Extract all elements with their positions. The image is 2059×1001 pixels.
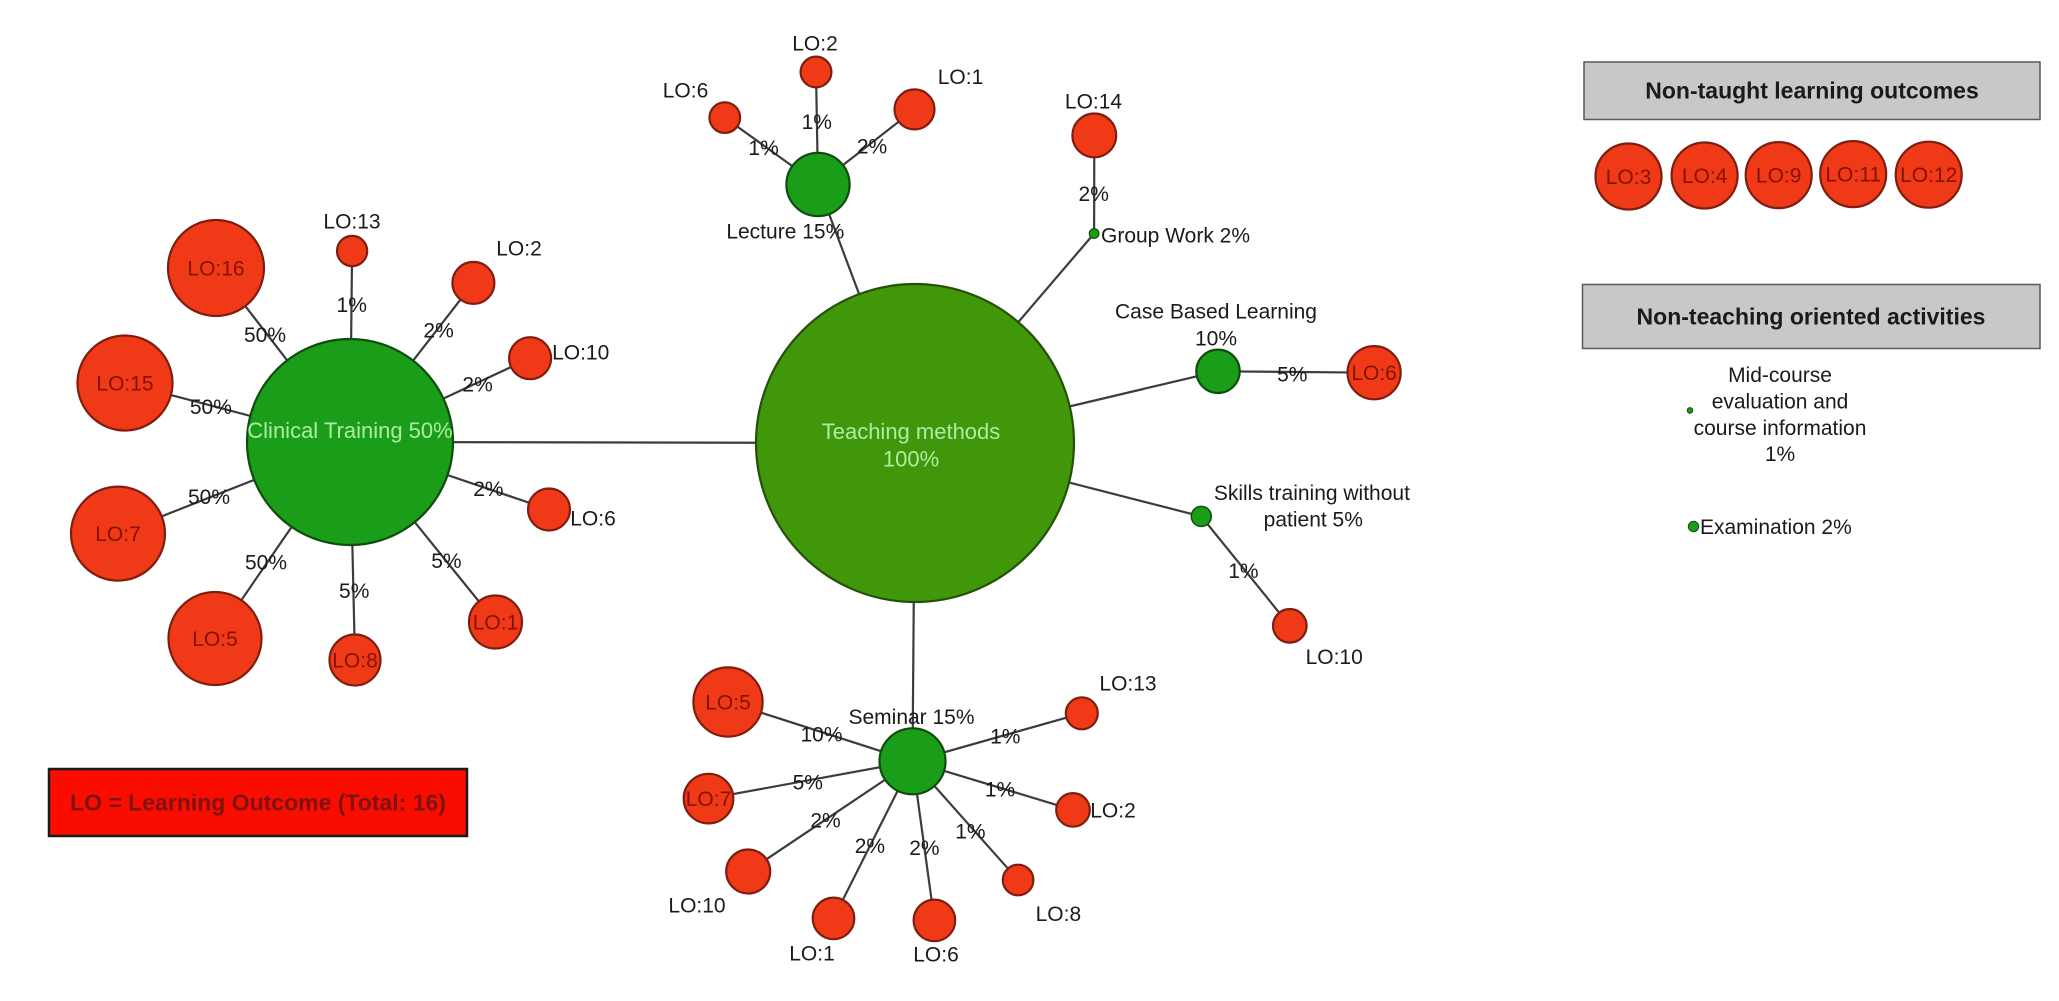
svg-text:Case Based Learning: Case Based Learning [1115, 301, 1317, 324]
svg-text:10%: 10% [800, 723, 842, 746]
svg-text:LO:13: LO:13 [1099, 673, 1156, 696]
svg-text:LO:15: LO:15 [96, 373, 153, 396]
svg-text:2%: 2% [1079, 183, 1109, 206]
svg-text:50%: 50% [244, 324, 286, 347]
svg-text:LO:12: LO:12 [1900, 164, 1957, 187]
svg-text:LO:5: LO:5 [192, 628, 238, 651]
svg-text:LO:5: LO:5 [705, 692, 751, 715]
svg-text:LO:3: LO:3 [1606, 166, 1652, 189]
svg-text:2%: 2% [462, 373, 492, 396]
svg-text:1%: 1% [748, 137, 778, 160]
svg-text:LO:6: LO:6 [570, 508, 616, 531]
svg-text:2%: 2% [857, 136, 887, 159]
svg-text:LO:1: LO:1 [473, 612, 519, 635]
svg-text:1%: 1% [1228, 560, 1258, 583]
svg-text:LO:9: LO:9 [1756, 165, 1802, 188]
svg-text:Lecture 15%: Lecture 15% [726, 220, 844, 243]
svg-text:1%: 1% [802, 111, 832, 134]
svg-text:Mid-course: Mid-course [1728, 364, 1832, 387]
svg-text:LO:1: LO:1 [938, 66, 984, 89]
svg-text:LO:1: LO:1 [789, 943, 835, 966]
svg-text:1%: 1% [1765, 443, 1795, 466]
svg-text:LO:10: LO:10 [1306, 646, 1363, 669]
svg-text:2%: 2% [909, 837, 939, 860]
svg-text:LO:7: LO:7 [686, 788, 732, 811]
svg-text:LO:2: LO:2 [496, 238, 542, 261]
svg-text:LO:4: LO:4 [1682, 165, 1728, 188]
svg-text:LO:10: LO:10 [552, 342, 609, 365]
svg-text:LO:10: LO:10 [668, 895, 725, 918]
svg-text:Non-teaching oriented activiti: Non-teaching oriented activities [1637, 304, 1986, 330]
svg-text:LO:6: LO:6 [1351, 362, 1397, 385]
svg-text:2%: 2% [810, 809, 840, 832]
svg-text:5%: 5% [431, 550, 461, 573]
svg-text:LO:2: LO:2 [792, 33, 838, 56]
svg-text:LO:6: LO:6 [663, 80, 709, 103]
svg-text:1%: 1% [955, 821, 985, 844]
svg-text:course information: course information [1694, 417, 1867, 440]
svg-text:LO = Learning Outcome (Total:: LO = Learning Outcome (Total: 16) [70, 790, 446, 816]
svg-text:patient 5%: patient 5% [1264, 508, 1363, 531]
svg-text:50%: 50% [188, 486, 230, 509]
svg-text:Clinical Training 50%: Clinical Training 50% [247, 418, 452, 443]
svg-text:LO:8: LO:8 [1036, 903, 1082, 926]
svg-text:50%: 50% [245, 551, 287, 574]
svg-text:Seminar 15%: Seminar 15% [848, 706, 974, 729]
svg-text:LO:14: LO:14 [1065, 91, 1123, 114]
svg-text:2%: 2% [855, 835, 885, 858]
svg-text:Group Work 2%: Group Work 2% [1101, 225, 1250, 248]
svg-text:evaluation and: evaluation and [1712, 390, 1849, 413]
svg-text:2%: 2% [423, 319, 453, 342]
svg-text:LO:8: LO:8 [332, 650, 378, 673]
svg-text:Skills training without: Skills training without [1214, 482, 1410, 505]
svg-text:LO:11: LO:11 [1825, 164, 1881, 187]
svg-text:10%: 10% [1195, 327, 1237, 350]
svg-text:LO:2: LO:2 [1090, 800, 1136, 823]
svg-text:LO:13: LO:13 [323, 211, 380, 234]
svg-text:1%: 1% [337, 294, 367, 317]
svg-text:1%: 1% [985, 779, 1015, 802]
svg-text:100%: 100% [883, 447, 939, 472]
svg-text:Non-taught learning outcomes: Non-taught learning outcomes [1645, 78, 1979, 104]
svg-text:Teaching methods: Teaching methods [822, 419, 1001, 444]
svg-text:Examination 2%: Examination 2% [1700, 516, 1852, 539]
svg-text:2%: 2% [473, 478, 503, 501]
svg-text:LO:6: LO:6 [913, 944, 959, 967]
svg-text:5%: 5% [1277, 364, 1307, 387]
svg-text:5%: 5% [793, 772, 823, 795]
svg-text:LO:7: LO:7 [95, 523, 141, 546]
svg-text:5%: 5% [339, 580, 369, 603]
svg-text:LO:16: LO:16 [187, 258, 244, 281]
svg-text:1%: 1% [990, 726, 1020, 749]
svg-text:50%: 50% [190, 396, 232, 419]
